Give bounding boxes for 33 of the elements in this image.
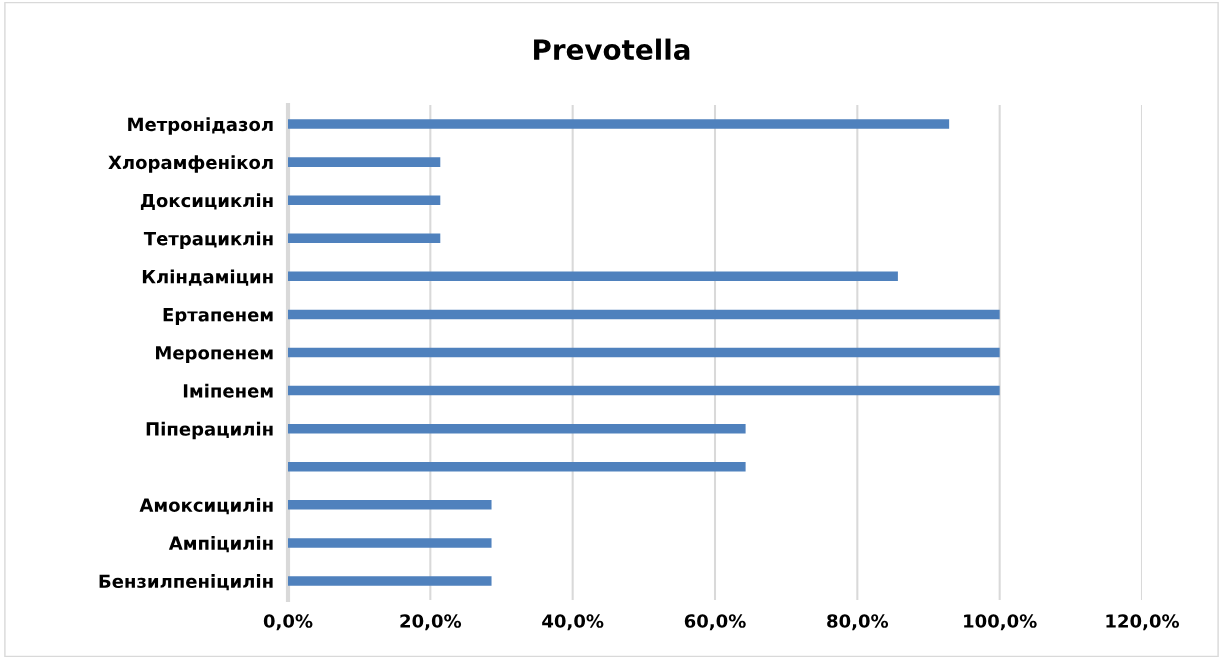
x-tick-label: 60,0% bbox=[684, 614, 746, 631]
x-tick-label: 100,0% bbox=[964, 614, 1037, 631]
y-tick-label: Метронідазол bbox=[128, 117, 273, 135]
chart-title: Prevotella bbox=[534, 38, 690, 61]
x-tick-label: 20,0% bbox=[400, 614, 462, 631]
bar bbox=[288, 233, 441, 244]
y-tick-label: Тетрациклін bbox=[143, 231, 273, 249]
x-tick-label: 120,0% bbox=[1106, 614, 1180, 631]
x-tick-label: 40,0% bbox=[542, 614, 604, 631]
bar bbox=[288, 461, 746, 472]
y-tick-label: Меропенем bbox=[156, 346, 273, 364]
y-tick-label: Хлорамфенікол bbox=[108, 155, 273, 173]
bar bbox=[288, 119, 950, 129]
bar bbox=[288, 309, 1000, 320]
y-tick-label: Кліндаміцин bbox=[142, 269, 273, 286]
bar bbox=[288, 385, 1000, 396]
y-tick-label: Піперацилін bbox=[146, 421, 273, 440]
x-tick-label: 80,0% bbox=[827, 614, 889, 631]
bar bbox=[288, 157, 441, 167]
y-tick-label: Іміпенем bbox=[183, 383, 273, 398]
y-tick-label: Ертапенем bbox=[163, 308, 273, 326]
y-tick-label: Доксициклін bbox=[140, 193, 273, 210]
bar bbox=[288, 576, 492, 586]
y-tick-label: Бензилпеніцилін bbox=[99, 574, 273, 591]
bar bbox=[288, 538, 492, 548]
bar bbox=[288, 195, 441, 205]
y-tick-label: Амоксицилін bbox=[139, 497, 273, 515]
bar bbox=[288, 500, 492, 510]
y-tick-label: Ампіцилін bbox=[168, 536, 273, 553]
bar bbox=[288, 271, 898, 282]
bar bbox=[288, 347, 1000, 358]
x-tick-label: 0,0% bbox=[263, 614, 313, 631]
bar bbox=[288, 423, 746, 434]
